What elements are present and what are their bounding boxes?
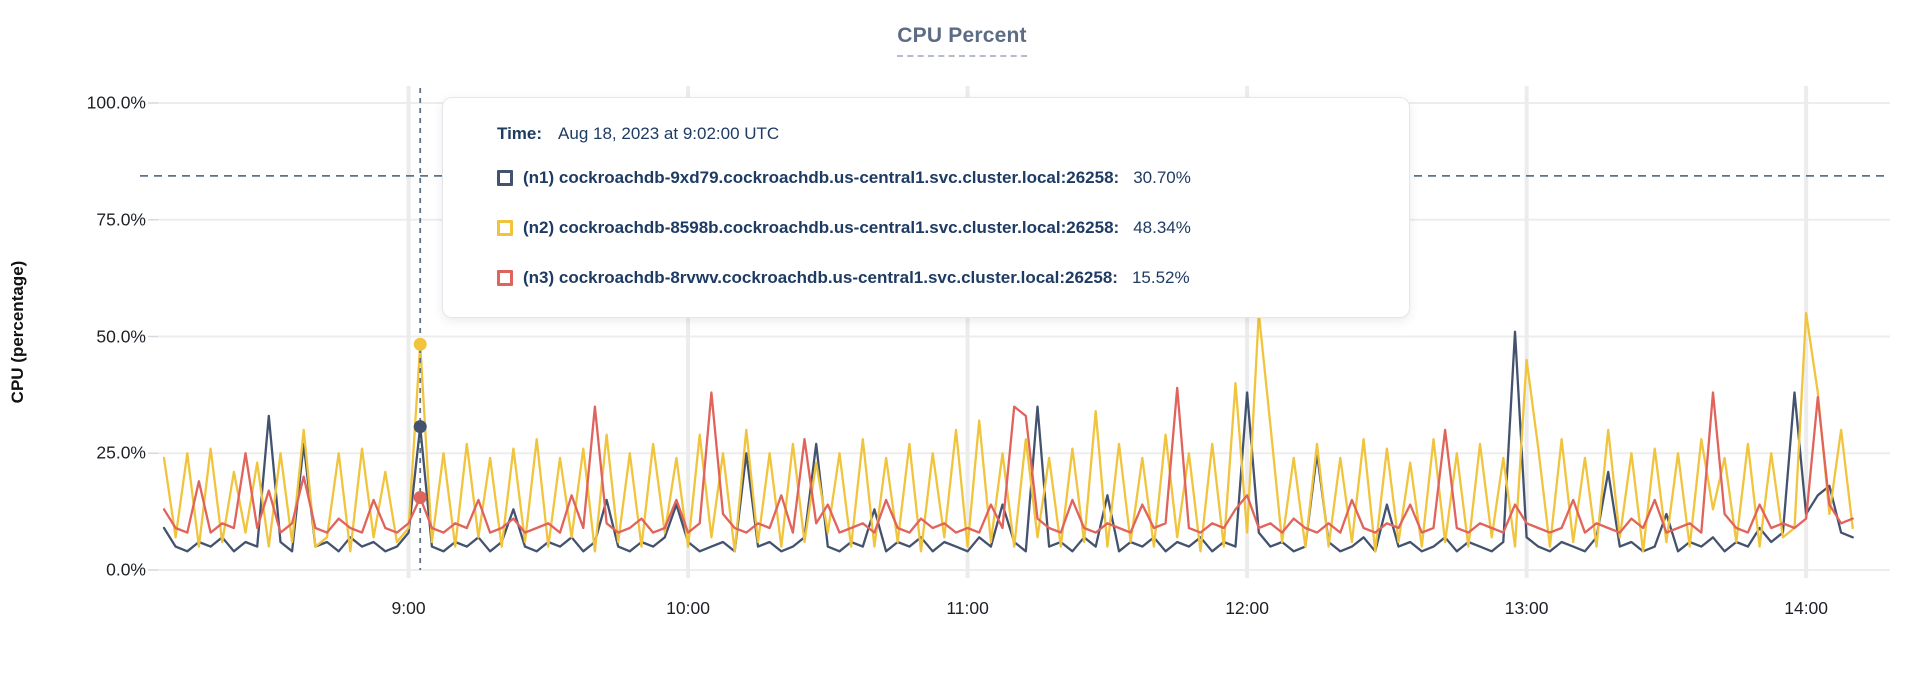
series-n3-swatch-icon: [497, 270, 513, 286]
y-tick-label: 50.0%: [96, 326, 146, 346]
chart-title: CPU Percent: [897, 24, 1027, 57]
y-tick-label: 100.0%: [86, 92, 146, 113]
tooltip-n3-value: 15.52%: [1131, 268, 1190, 287]
tooltip-series-row: (n2) cockroachdb-8598b.cockroachdb.us-ce…: [497, 203, 1379, 253]
tooltip-n3-label: (n3) cockroachdb-8rvwv.cockroachdb.us-ce…: [523, 268, 1118, 287]
tooltip-n2-value: 48.34%: [1133, 218, 1191, 237]
x-tick-label: 13:00: [1504, 598, 1549, 618]
tooltip-time-row: Time: Aug 18, 2023 at 9:02:00 UTC: [497, 124, 1379, 144]
tooltip-n2-label: (n2) cockroachdb-8598b.cockroachdb.us-ce…: [523, 218, 1120, 237]
series-line: [162, 330, 1854, 553]
hover-point-dot: [413, 337, 427, 351]
series-line: [162, 386, 1854, 534]
tooltip-time-value: Aug 18, 2023 at 9:02:00 UTC: [558, 124, 780, 143]
x-tick-label: 11:00: [946, 598, 989, 618]
y-tick-label: 75.0%: [96, 209, 146, 230]
chart-title-wrap: CPU Percent: [0, 24, 1924, 57]
series-line: [162, 311, 1854, 553]
series-n1-swatch-icon: [497, 170, 513, 186]
tooltip-time-label: Time:: [497, 124, 543, 143]
x-tick-label: 14:00: [1784, 598, 1829, 618]
tooltip-series-row: (n1) cockroachdb-9xd79.cockroachdb.us-ce…: [497, 153, 1379, 203]
hover-point-dot: [413, 420, 427, 434]
y-tick-label: 25.0%: [96, 442, 146, 463]
tooltip-series-row: (n3) cockroachdb-8rvwv.cockroachdb.us-ce…: [497, 253, 1379, 303]
hover-tooltip: Time: Aug 18, 2023 at 9:02:00 UTC (n1) co…: [442, 97, 1410, 318]
tooltip-n1-value: 30.70%: [1133, 168, 1191, 187]
tooltip-n1-label: (n1) cockroachdb-9xd79.cockroachdb.us-ce…: [523, 168, 1120, 187]
hover-point-dot: [413, 491, 427, 505]
x-tick-label: 9:00: [391, 598, 426, 618]
y-tick-label: 0.0%: [106, 559, 146, 580]
series-n2-swatch-icon: [497, 220, 513, 236]
x-tick-label: 10:00: [666, 598, 710, 618]
x-tick-label: 12:00: [1225, 598, 1269, 618]
